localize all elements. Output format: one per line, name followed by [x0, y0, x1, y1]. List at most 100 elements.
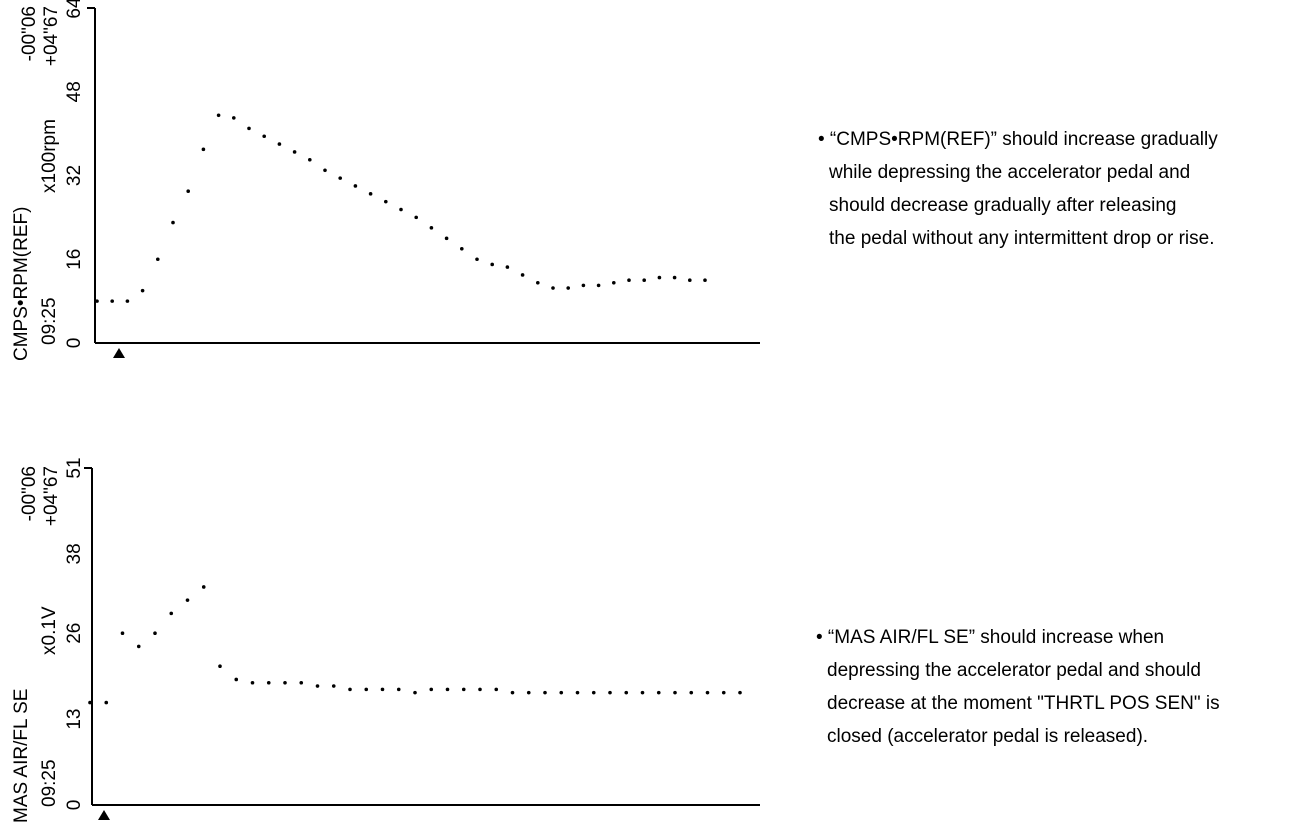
data-point	[429, 687, 434, 692]
y-tick-label: 38	[64, 543, 85, 564]
annotation: decrease at the moment "THRTL POS SEN" i…	[827, 693, 1220, 714]
data-point	[247, 126, 251, 131]
data-point	[262, 134, 267, 139]
data-point	[201, 585, 206, 589]
data-point	[216, 113, 221, 118]
data-point	[460, 246, 464, 251]
unit-label: x0.1V	[39, 606, 60, 655]
data-point	[672, 275, 677, 280]
time-label: 09:25	[39, 759, 60, 807]
y-tick-label: 51	[64, 457, 85, 478]
data-point	[705, 690, 710, 695]
y-tick-label: 0	[64, 800, 85, 811]
data-point	[490, 262, 495, 267]
data-point	[364, 687, 369, 692]
data-point	[232, 116, 236, 120]
y-tick-label: 26	[64, 623, 85, 644]
data-point	[444, 236, 449, 241]
data-point	[186, 189, 190, 194]
data-point	[277, 142, 282, 146]
y-tick-label: 16	[64, 249, 85, 270]
data-point	[494, 687, 499, 692]
data-point	[738, 690, 742, 695]
data-point	[640, 690, 645, 695]
data-point	[445, 687, 450, 692]
data-point	[125, 299, 130, 303]
data-point	[88, 700, 92, 705]
data-point	[338, 176, 343, 180]
data-point	[581, 283, 586, 288]
data-point	[353, 184, 358, 188]
data-point	[368, 192, 373, 196]
data-point	[153, 631, 157, 635]
data-point	[201, 147, 206, 152]
data-point	[510, 690, 515, 695]
data-point	[331, 684, 336, 688]
data-point	[185, 598, 190, 602]
y-tick-label: 64	[64, 0, 85, 19]
y-tick-label: 48	[64, 81, 85, 102]
data-point	[384, 199, 388, 204]
data-point	[478, 687, 482, 692]
data-point	[505, 265, 510, 269]
annotation: should decrease gradually after releasin…	[829, 195, 1177, 216]
data-point	[566, 286, 570, 290]
data-point	[520, 273, 525, 277]
data-point	[642, 278, 646, 282]
data-point	[721, 690, 726, 695]
data-point	[624, 690, 629, 695]
top-label: -00"06	[19, 466, 40, 521]
data-point	[315, 684, 320, 688]
data-point	[266, 680, 271, 685]
annotation: closed (accelerator pedal is released).	[827, 726, 1148, 747]
data-point	[120, 631, 125, 635]
annotation: depressing the accelerator pedal and sho…	[827, 660, 1201, 681]
data-point	[688, 278, 692, 282]
data-point	[413, 690, 417, 695]
data-point	[136, 644, 141, 649]
data-point	[543, 690, 547, 695]
data-point	[323, 168, 327, 173]
start-marker	[113, 348, 125, 358]
y-tick-label: 13	[64, 709, 85, 730]
data-point	[283, 680, 287, 685]
data-point	[399, 207, 403, 212]
data-point	[414, 215, 419, 220]
annotation: • “MAS AIR/FL SE” should increase when	[816, 627, 1164, 648]
data-point	[608, 690, 612, 695]
data-point	[596, 283, 601, 288]
top-label: -00"06	[19, 6, 40, 61]
data-point	[703, 278, 707, 282]
data-point	[559, 690, 564, 695]
data-point	[348, 687, 352, 692]
data-point	[308, 157, 312, 162]
data-point	[380, 687, 385, 692]
data-point	[250, 680, 255, 685]
data-point	[475, 257, 479, 262]
annotation: the pedal without any intermittent drop …	[829, 228, 1214, 249]
data-point	[171, 220, 175, 225]
data-point	[396, 687, 401, 692]
data-point	[689, 690, 694, 695]
data-point	[299, 680, 304, 685]
time-label: 09:25	[39, 297, 60, 345]
start-marker	[98, 810, 110, 820]
data-point	[627, 278, 631, 282]
y-axis-title: CMPS•RPM(REF)	[11, 207, 32, 361]
data-point	[673, 690, 677, 695]
top-label: +04"67	[41, 6, 62, 66]
top-label: +04"67	[41, 466, 62, 526]
data-point	[95, 299, 99, 303]
data-point	[156, 257, 160, 262]
data-point	[656, 690, 661, 695]
unit-label: x100rpm	[39, 119, 60, 193]
data-point	[612, 281, 616, 285]
annotation: • “CMPS•RPM(REF)” should increase gradua…	[818, 129, 1218, 150]
data-point	[140, 288, 145, 293]
data-point	[591, 690, 596, 695]
data-point	[110, 299, 114, 303]
data-point	[218, 664, 222, 669]
data-point	[526, 690, 531, 695]
